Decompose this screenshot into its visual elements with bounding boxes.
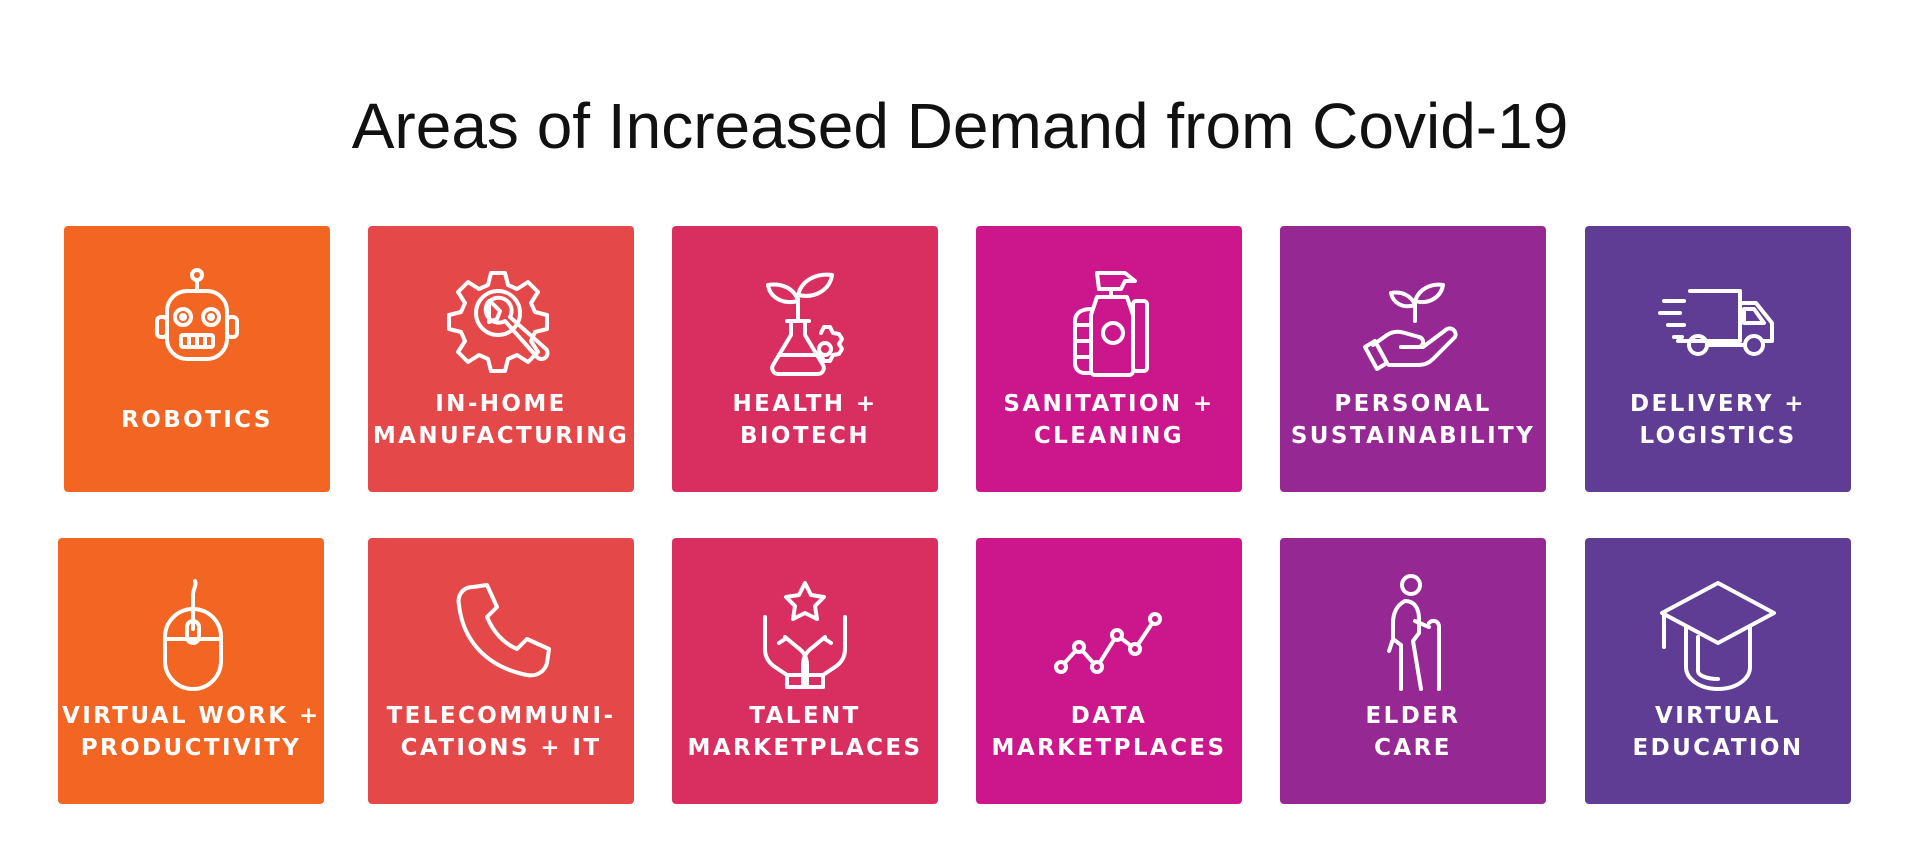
spray-bottle-icon: [1049, 261, 1169, 381]
tile-label: SANITATION + CLEANING: [1003, 391, 1215, 449]
tile-label: TELECOMMUNI- CATIONS + IT: [386, 703, 616, 761]
elder-walking-icon: [1353, 573, 1473, 693]
tile-delivery-logistics: DELIVERY + LOGISTICS: [1585, 226, 1851, 492]
computer-mouse-icon: [131, 573, 251, 693]
tile-sanitation-cleaning: SANITATION + CLEANING: [976, 226, 1242, 492]
tile-label: VIRTUAL EDUCATION: [1632, 703, 1804, 761]
tile-label: DATA MARKETPLACES: [991, 703, 1227, 761]
tile-virtual-education: VIRTUAL EDUCATION: [1585, 538, 1851, 804]
page-title: Areas of Increased Demand from Covid-19: [351, 90, 1569, 162]
line-graph-icon: [1049, 573, 1169, 693]
tile-elder-care: ELDER CARE: [1280, 538, 1546, 804]
hand-plant-icon: [1353, 261, 1473, 381]
tile-in-home-manufacturing: IN-HOME MANUFACTURING: [368, 226, 634, 492]
tile-label: IN-HOME MANUFACTURING: [372, 391, 630, 449]
tile-label: ROBOTICS: [121, 407, 273, 433]
tile-data-marketplaces: DATA MARKETPLACES: [976, 538, 1242, 804]
tile-label: TALENT MARKETPLACES: [687, 703, 923, 761]
graduation-cap-icon: [1658, 573, 1778, 693]
telephone-icon: [441, 573, 561, 693]
tile-telecommunications-it: TELECOMMUNI- CATIONS + IT: [368, 538, 634, 804]
tile-talent-marketplaces: TALENT MARKETPLACES: [672, 538, 938, 804]
delivery-truck-icon: [1658, 261, 1778, 381]
tile-label: VIRTUAL WORK + PRODUCTIVITY: [62, 703, 321, 761]
tile-health-biotech: HEALTH + BIOTECH: [672, 226, 938, 492]
plant-flask-icon: [745, 261, 865, 381]
tile-label: PERSONAL SUSTAINABILITY: [1290, 391, 1536, 449]
tile-virtual-work-productivity: VIRTUAL WORK + PRODUCTIVITY: [58, 538, 324, 804]
tile-label: ELDER CARE: [1365, 703, 1461, 761]
gear-wrench-icon: [441, 261, 561, 381]
robot-icon: [137, 261, 257, 381]
tile-robotics: ROBOTICS: [64, 226, 330, 492]
tile-label: HEALTH + BIOTECH: [732, 391, 878, 449]
hands-star-icon: [745, 573, 865, 693]
tile-personal-sustainability: PERSONAL SUSTAINABILITY: [1280, 226, 1546, 492]
tile-label: DELIVERY + LOGISTICS: [1630, 391, 1806, 449]
